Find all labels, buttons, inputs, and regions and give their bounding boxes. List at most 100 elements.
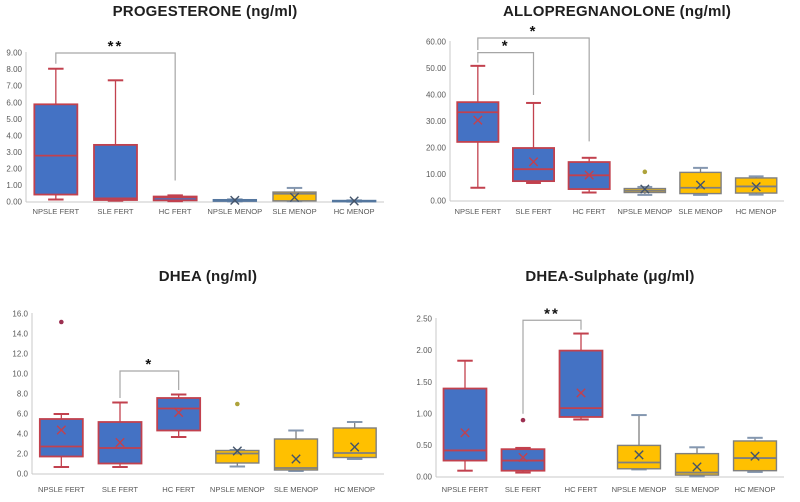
significance-label: *	[502, 38, 510, 55]
significance-bracket	[477, 37, 590, 142]
mean-marker	[349, 442, 360, 452]
category-label: NPSLE MENOP	[612, 485, 667, 494]
iqr-box	[674, 452, 720, 476]
y-tick-label: 2.50	[416, 315, 432, 324]
y-tick-label: 8.00	[6, 65, 22, 74]
iqr-box	[273, 438, 319, 471]
category-label: NPSLE MENOP	[207, 207, 262, 216]
y-tick-label: 1.00	[6, 181, 22, 190]
iqr-box	[33, 103, 79, 196]
y-tick-label: 0.00	[6, 198, 22, 207]
significance-bracket	[522, 319, 582, 414]
mean-marker	[460, 428, 470, 438]
y-tick-label: 12.0	[12, 350, 28, 359]
panel-dhea-sulphate: DHEA-Sulphate (μg/ml) 0.00 0.50 1.00 1.50 2.…	[400, 251, 800, 502]
mean-marker	[289, 192, 300, 203]
category-label: NPSLE FERT	[442, 485, 489, 494]
y-tick-label: 20.00	[426, 144, 447, 153]
y-tick-label: 3.00	[6, 148, 22, 157]
mean-marker	[173, 407, 184, 418]
chart-title-dhea-sulphate: DHEA-Sulphate (μg/ml)	[525, 268, 695, 285]
significance-label: *	[530, 23, 538, 40]
iqr-box	[442, 387, 488, 462]
y-tick-label: 9.00	[6, 49, 22, 58]
significance-label: *	[145, 356, 153, 373]
y-tick-label: 4.0	[17, 430, 29, 439]
category-label: HC MENOP	[334, 485, 375, 494]
category-label: SLE MENOP	[272, 207, 316, 216]
category-label: HC FERT	[573, 207, 606, 216]
mean-marker	[695, 180, 706, 190]
outlier-point	[59, 319, 64, 325]
allopregnanolone-boxplot-chart: 0.00 10.00 20.00 30.00 40.00 50.00 60.00 NPSLE …	[426, 23, 784, 216]
category-label: HC FERT	[159, 207, 192, 216]
category-label: SLE MENOP	[678, 207, 722, 216]
dhea-sulphate-boxplot-chart: 0.00 0.50 1.00 1.50 2.00 2.50 NPSLE FERT SLE FE…	[416, 305, 784, 494]
category-label: HC MENOP	[736, 207, 777, 216]
mean-marker	[115, 437, 125, 448]
iqr-box	[456, 101, 500, 143]
y-tick-label: 30.00	[426, 117, 447, 126]
category-label: NPSLE FERT	[454, 207, 501, 216]
outlier-point	[235, 401, 240, 407]
y-tick-label: 2.00	[6, 164, 22, 173]
iqr-box	[734, 177, 778, 194]
chart-title-progesterone: PROGESTERONE (ng/ml)	[112, 3, 298, 20]
y-tick-label: 2.00	[416, 346, 432, 355]
category-label: SLE MENOP	[274, 485, 318, 494]
significance-bracket	[477, 51, 535, 95]
y-tick-label: 6.00	[6, 98, 22, 107]
iqr-box	[156, 397, 202, 432]
y-tick-label: 10.0	[12, 370, 28, 379]
iqr-box	[215, 449, 260, 464]
significance-label: **	[108, 38, 124, 55]
iqr-box	[679, 171, 722, 195]
y-tick-label: 2.0	[17, 450, 29, 459]
y-tick-label: 0.50	[416, 441, 432, 450]
y-tick-label: 14.0	[12, 330, 28, 339]
mean-marker	[291, 454, 301, 464]
category-label: HC FERT	[565, 485, 598, 494]
y-tick-label: 10.00	[426, 170, 447, 179]
outlier-point	[642, 169, 648, 175]
y-tick-label: 1.50	[416, 378, 432, 387]
category-label: SLE FERT	[97, 207, 134, 216]
mean-marker	[528, 157, 539, 167]
y-tick-label: 5.00	[6, 115, 22, 124]
iqr-box	[93, 143, 138, 201]
mean-marker	[576, 388, 586, 398]
category-label: SLE FERT	[515, 207, 552, 216]
category-label: HC FERT	[162, 485, 195, 494]
y-tick-label: 16.0	[12, 310, 28, 319]
panel-dhea: DHEA (ng/ml) 0.0 2.0 4.0 6.0 8.0 10.0 12.0 14.0…	[0, 251, 400, 502]
category-label: NPSLE FERT	[32, 207, 79, 216]
category-label: SLE FERT	[102, 485, 139, 494]
y-tick-label: 0.00	[430, 197, 446, 206]
mean-marker	[750, 451, 760, 461]
mean-marker	[56, 425, 67, 435]
outlier-point	[520, 417, 526, 423]
mean-marker	[584, 170, 594, 180]
significance-label: **	[544, 305, 560, 322]
mean-marker	[232, 446, 243, 456]
mean-marker	[473, 115, 483, 125]
iqr-box	[38, 418, 84, 458]
category-label: HC MENOP	[735, 485, 776, 494]
category-label: NPSLE MENOP	[210, 485, 265, 494]
mean-marker	[230, 195, 240, 206]
y-tick-label: 4.00	[6, 131, 22, 140]
chart-title-dhea: DHEA (ng/ml)	[158, 268, 258, 285]
y-tick-label: 1.00	[416, 409, 432, 418]
y-tick-label: 50.00	[426, 64, 447, 73]
y-tick-label: 40.00	[426, 91, 447, 100]
category-label: HC MENOP	[334, 207, 375, 216]
mean-marker	[640, 184, 650, 194]
category-label: NPSLE FERT	[38, 485, 85, 494]
mean-marker	[634, 450, 644, 460]
mean-marker	[518, 452, 528, 463]
y-tick-label: 8.0	[17, 390, 29, 399]
category-label: SLE FERT	[505, 485, 542, 494]
mean-marker	[349, 196, 359, 206]
iqr-box	[616, 444, 662, 470]
